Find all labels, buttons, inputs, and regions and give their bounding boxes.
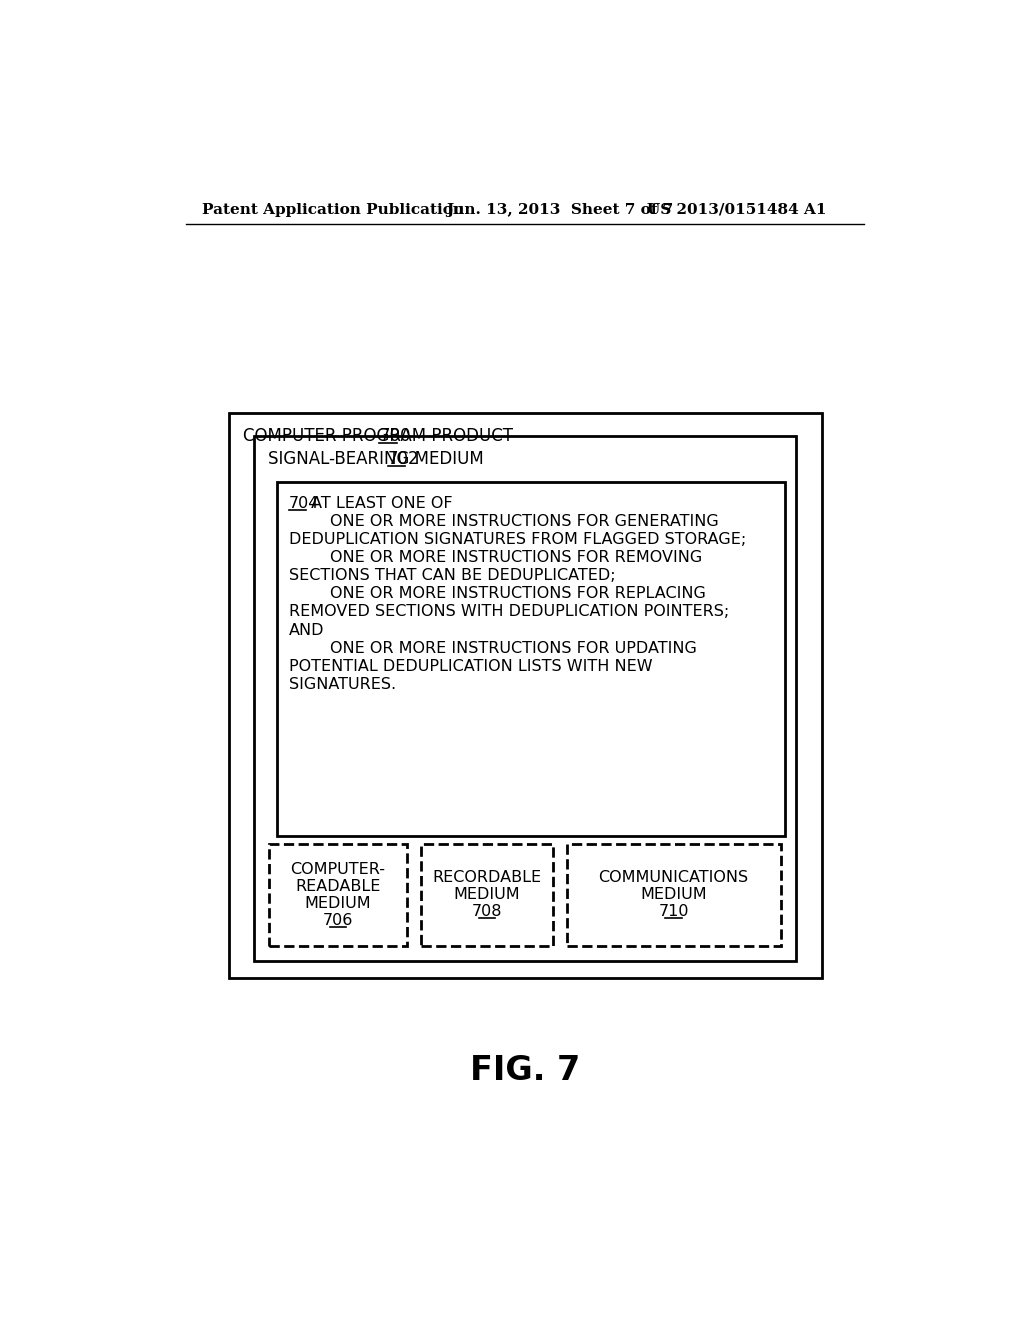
- Text: DEDUPLICATION SIGNATURES FROM FLAGGED STORAGE;: DEDUPLICATION SIGNATURES FROM FLAGGED ST…: [289, 532, 746, 546]
- Text: SIGNAL-BEARING MEDIUM: SIGNAL-BEARING MEDIUM: [267, 450, 488, 467]
- FancyBboxPatch shape: [254, 436, 796, 961]
- Text: ONE OR MORE INSTRUCTIONS FOR REMOVING: ONE OR MORE INSTRUCTIONS FOR REMOVING: [289, 550, 702, 565]
- Text: AT LEAST ONE OF: AT LEAST ONE OF: [306, 496, 453, 511]
- Text: 708: 708: [472, 904, 502, 919]
- Text: SECTIONS THAT CAN BE DEDUPLICATED;: SECTIONS THAT CAN BE DEDUPLICATED;: [289, 568, 615, 583]
- FancyBboxPatch shape: [421, 843, 553, 946]
- Text: MEDIUM: MEDIUM: [305, 896, 372, 911]
- Text: MEDIUM: MEDIUM: [454, 887, 520, 903]
- Text: COMPUTER PROGRAM PRODUCT: COMPUTER PROGRAM PRODUCT: [243, 426, 518, 445]
- Text: RECORDABLE: RECORDABLE: [432, 870, 542, 886]
- Text: US 2013/0151484 A1: US 2013/0151484 A1: [647, 203, 826, 216]
- Text: Jun. 13, 2013  Sheet 7 of 7: Jun. 13, 2013 Sheet 7 of 7: [445, 203, 673, 216]
- Text: ONE OR MORE INSTRUCTIONS FOR REPLACING: ONE OR MORE INSTRUCTIONS FOR REPLACING: [289, 586, 707, 602]
- Text: REMOVED SECTIONS WITH DEDUPLICATION POINTERS;: REMOVED SECTIONS WITH DEDUPLICATION POIN…: [289, 605, 729, 619]
- Text: COMMUNICATIONS: COMMUNICATIONS: [599, 870, 749, 886]
- Text: 706: 706: [323, 913, 353, 928]
- Text: Patent Application Publication: Patent Application Publication: [202, 203, 464, 216]
- Text: MEDIUM: MEDIUM: [640, 887, 707, 903]
- Text: COMPUTER-: COMPUTER-: [291, 862, 385, 876]
- Text: POTENTIAL DEDUPLICATION LISTS WITH NEW: POTENTIAL DEDUPLICATION LISTS WITH NEW: [289, 659, 653, 673]
- Text: READABLE: READABLE: [295, 879, 381, 894]
- Text: ONE OR MORE INSTRUCTIONS FOR GENERATING: ONE OR MORE INSTRUCTIONS FOR GENERATING: [289, 513, 719, 529]
- Text: 704: 704: [289, 496, 319, 511]
- Text: 702: 702: [388, 450, 419, 467]
- Text: ONE OR MORE INSTRUCTIONS FOR UPDATING: ONE OR MORE INSTRUCTIONS FOR UPDATING: [289, 640, 697, 656]
- FancyBboxPatch shape: [228, 412, 821, 978]
- Text: 700: 700: [379, 426, 411, 445]
- FancyBboxPatch shape: [269, 843, 407, 946]
- FancyBboxPatch shape: [276, 482, 785, 836]
- Text: AND: AND: [289, 623, 325, 638]
- Text: 710: 710: [658, 904, 689, 919]
- Text: SIGNATURES.: SIGNATURES.: [289, 677, 396, 692]
- FancyBboxPatch shape: [566, 843, 780, 946]
- Text: FIG. 7: FIG. 7: [470, 1055, 580, 1088]
